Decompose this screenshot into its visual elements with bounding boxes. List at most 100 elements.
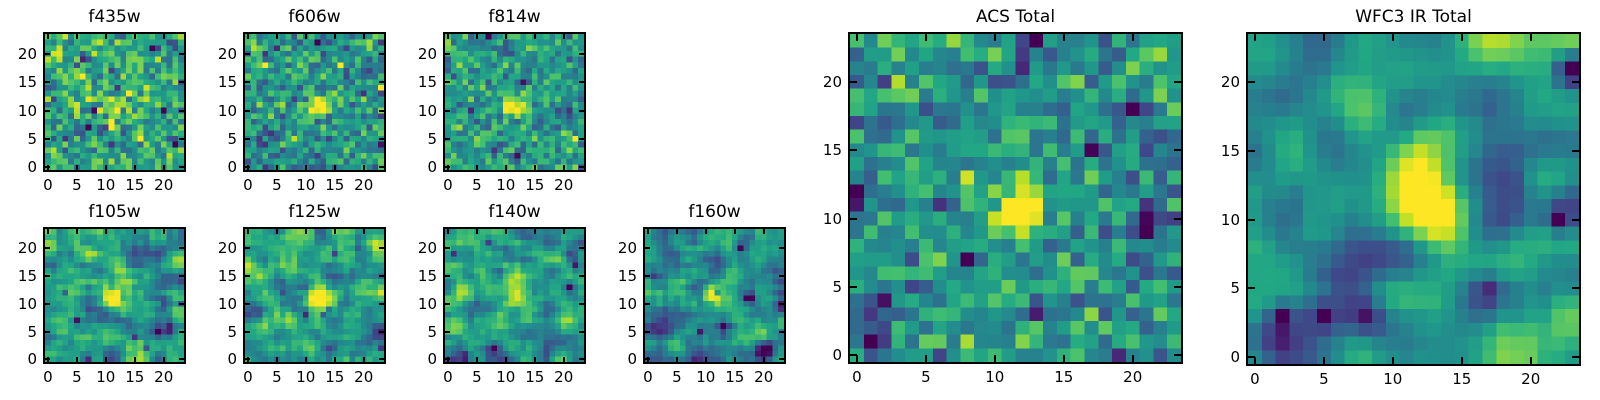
x-tick-label: 15 (1452, 370, 1472, 388)
y-tick-mark (45, 137, 50, 140)
x-tick-mark (46, 34, 49, 39)
x-tick-mark (75, 34, 78, 39)
x-tick-mark (333, 165, 336, 170)
x-tick-mark (333, 34, 336, 39)
y-tick-mark (179, 247, 184, 250)
x-tick-label: 0 (852, 368, 862, 386)
y-tick-mark (1572, 287, 1579, 290)
y-tick-label: 10 (217, 101, 237, 120)
x-tick-mark (924, 355, 927, 362)
panel-acs-total: ACS Total 0 5 10 15 20 0 5 10 15 20 (823, 7, 1183, 386)
x-tick-mark (1460, 34, 1463, 41)
x-tick-mark (1131, 355, 1134, 362)
x-tick-mark (1062, 355, 1065, 362)
x-tick-mark (1391, 357, 1394, 364)
x-tick-mark (446, 34, 449, 39)
y-tick-mark (1572, 81, 1579, 84)
y-tick-mark (1248, 356, 1255, 359)
x-tick-mark (133, 34, 136, 39)
y-tick-mark (1174, 149, 1181, 152)
y-tick-mark (245, 81, 250, 84)
y-tick-mark (1174, 80, 1181, 83)
x-tick-label: 0 (443, 368, 453, 386)
y-tick-label: 10 (417, 101, 437, 120)
panel-f125w: f125w 0 5 10 15 20 0 5 10 15 20 (218, 202, 386, 386)
y-tick-mark (645, 302, 650, 305)
x-tick-mark (1391, 34, 1394, 41)
y-tick-mark (579, 166, 584, 169)
y-tick-mark (179, 166, 184, 169)
x-tick-mark (133, 165, 136, 170)
y-tick-mark (445, 247, 450, 250)
y-tick-mark (245, 275, 250, 278)
y-tick-label: 0 (427, 350, 437, 369)
x-tick-mark (924, 34, 927, 41)
y-tick-mark (245, 166, 250, 169)
x-tick-label: 10 (1383, 370, 1403, 388)
y-tick-mark (45, 81, 50, 84)
x-tick-mark (1253, 34, 1256, 41)
y-tick-mark (1572, 149, 1579, 152)
x-tick-mark (704, 229, 707, 234)
y-tick-mark (179, 81, 184, 84)
x-tick-mark (562, 165, 565, 170)
x-tick-mark (533, 34, 536, 39)
x-tick-mark (733, 357, 736, 362)
x-tick-label: 20 (554, 368, 574, 386)
x-tick-mark (162, 229, 165, 234)
y-tick-mark (850, 80, 857, 83)
x-tick-mark (246, 229, 249, 234)
x-tick-mark (855, 355, 858, 362)
y-tick-label: 5 (227, 322, 237, 341)
y-tick-mark (645, 330, 650, 333)
y-tick-label: 10 (217, 294, 237, 313)
y-tick-mark (579, 52, 584, 55)
x-tick-label: 15 (725, 368, 745, 386)
x-tick-label: 15 (125, 368, 145, 386)
y-tick-label: 5 (227, 129, 237, 148)
y-tick-label: 20 (17, 44, 37, 63)
x-tick-mark (533, 229, 536, 234)
panel-title-f814w: f814w (488, 7, 541, 27)
panel-title-f105w: f105w (88, 202, 141, 222)
y-tick-mark (45, 275, 50, 278)
x-tick-label: 0 (243, 176, 253, 194)
x-tick-mark (504, 229, 507, 234)
x-tick-mark (275, 357, 278, 362)
y-tick-mark (45, 109, 50, 112)
y-tick-mark (579, 358, 584, 361)
y-tick-label: 10 (417, 294, 437, 313)
y-tick-label: 5 (27, 322, 37, 341)
y-tick-mark (1174, 217, 1181, 220)
x-tick-label: 10 (296, 368, 316, 386)
y-tick-mark (245, 52, 250, 55)
y-tick-label: 0 (227, 158, 237, 177)
x-tick-mark (475, 229, 478, 234)
y-tick-label: 20 (822, 72, 842, 91)
x-tick-mark (304, 357, 307, 362)
x-tick-mark (104, 357, 107, 362)
x-tick-label: 15 (325, 176, 345, 194)
x-tick-mark (704, 357, 707, 362)
x-tick-mark (162, 165, 165, 170)
x-tick-mark (1062, 34, 1065, 41)
x-tick-mark (562, 357, 565, 362)
x-tick-mark (475, 357, 478, 362)
x-tick-label: 5 (472, 368, 482, 386)
x-tick-mark (733, 229, 736, 234)
x-tick-mark (646, 229, 649, 234)
x-tick-mark (333, 229, 336, 234)
y-tick-mark (379, 302, 384, 305)
x-tick-mark (762, 357, 765, 362)
y-tick-mark (379, 358, 384, 361)
x-tick-mark (246, 34, 249, 39)
y-tick-mark (45, 52, 50, 55)
y-tick-mark (245, 109, 250, 112)
x-tick-label: 20 (554, 176, 574, 194)
x-tick-mark (333, 357, 336, 362)
x-tick-label: 10 (96, 176, 116, 194)
x-tick-mark (533, 357, 536, 362)
x-tick-label: 10 (496, 176, 516, 194)
panel-f160w: f160w 0 5 10 15 20 0 5 10 15 20 (618, 202, 786, 386)
y-tick-mark (645, 247, 650, 250)
